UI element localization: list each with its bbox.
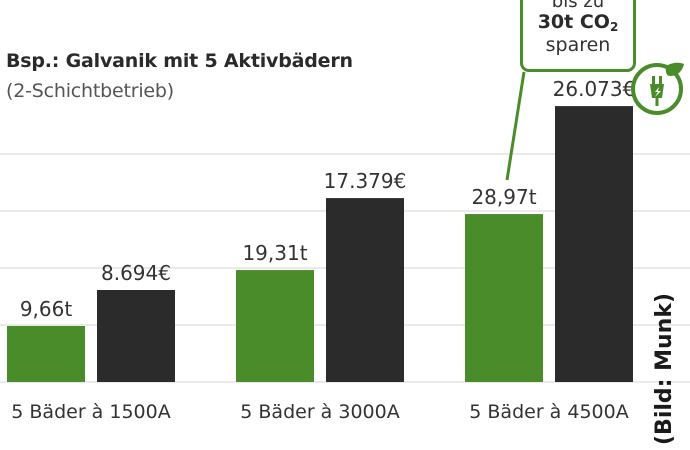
chart-title: Bsp.: Galvanik mit 5 Aktivbädern — [6, 50, 353, 72]
value-label: 19,31t — [242, 241, 307, 265]
category-label: 5 Bäder à 3000A — [240, 401, 399, 423]
category-label: 5 Bäder à 1500A — [11, 401, 170, 423]
chart-subtitle: (2-Schichtbetrieb) — [6, 80, 174, 102]
value-labels: 9,66t 8.694€ 19,31t 17.379€ 28,97t 26.073€ — [20, 77, 636, 321]
bar-co2-1 — [7, 326, 85, 382]
callout-subscript: 2 — [609, 20, 619, 34]
callout-line1: bis zu — [551, 0, 605, 12]
category-label: 5 Bäder à 4500A — [469, 401, 628, 423]
bar-co2-2 — [236, 270, 314, 382]
callout-pointer — [505, 71, 526, 181]
callout-amount: 30t CO — [537, 11, 610, 33]
value-label: 17.379€ — [324, 169, 407, 193]
value-label: 9,66t — [20, 297, 73, 321]
co2-callout: bis zu 30t CO2 sparen — [520, 0, 636, 72]
bar-cost-2 — [326, 198, 404, 382]
bar-cost-1 — [97, 290, 175, 382]
image-credit: (Bild: Munk) — [652, 292, 677, 445]
callout-line2: 30t CO2 — [523, 11, 633, 34]
callout-line3: sparen — [545, 34, 611, 56]
bars — [7, 106, 633, 382]
eco-plug-leaf-icon — [631, 62, 684, 115]
bar-co2-3 — [465, 214, 543, 382]
bar-cost-3 — [555, 106, 633, 382]
value-label: 8.694€ — [101, 261, 171, 285]
value-label: 28,97t — [471, 185, 536, 209]
category-labels: 5 Bäder à 1500A 5 Bäder à 3000A 5 Bäder à … — [11, 401, 628, 423]
value-label: 26.073€ — [553, 77, 636, 101]
